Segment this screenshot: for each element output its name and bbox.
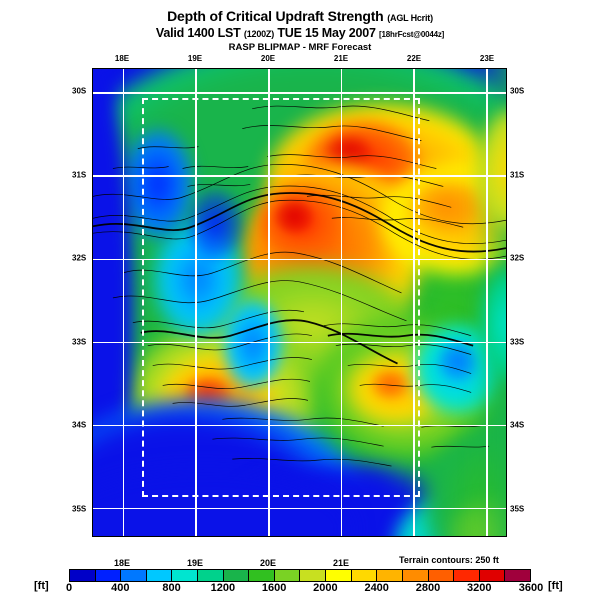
colorbar-tick-1200: 1200 — [210, 582, 236, 594]
axis-label-bottom-18e: 18E — [113, 558, 131, 568]
gridline-lon-23e — [486, 69, 488, 536]
axis-label-left-34s: 34S — [72, 420, 87, 430]
valid-time-local: Valid 1400 LST — [155, 26, 241, 40]
colorbar-tick-0: 0 — [65, 582, 73, 594]
gridline-lat-35s — [93, 507, 506, 510]
colorbar-segment-13 — [402, 570, 429, 581]
axis-label-top-20e: 20E — [260, 54, 276, 63]
field-blob — [371, 369, 409, 399]
axis-label-top-18e: 18E — [114, 54, 130, 63]
axis-label-top-23e: 23E — [479, 54, 495, 63]
axis-label-left-35s: 35S — [72, 504, 87, 514]
colorbar-segment-15 — [454, 570, 480, 581]
colorbar-segment-17 — [505, 570, 530, 581]
field-blob — [223, 299, 283, 389]
colorbar-tick-800: 800 — [162, 582, 181, 594]
colorbar-segment-16 — [479, 570, 506, 581]
colorbar-segment-4 — [172, 570, 199, 581]
colorbar-tick-2400: 2400 — [364, 582, 389, 594]
axis-label-right-30s: 30S — [510, 86, 525, 96]
gridline-lat-32s — [93, 258, 506, 260]
axis-label-bottom-20e: 20E — [259, 558, 277, 568]
axis-label-top-19e: 19E — [187, 54, 203, 63]
colorbar-tick-3200: 3200 — [467, 582, 492, 594]
gridline-lon-18e — [122, 69, 125, 536]
axis-label-bottom-19e: 19E — [186, 558, 204, 568]
updraft-depth-field — [93, 69, 506, 536]
terrain-contour-overlay — [93, 105, 506, 467]
axis-label-right-34s: 34S — [510, 420, 525, 430]
forecast-hour-tag: [18hrFcst@0044z] — [379, 30, 445, 39]
title-sub: (AGL Hcrit) — [387, 13, 433, 23]
forecast-domain-box — [141, 97, 421, 498]
gridline-lat-31s — [93, 175, 506, 177]
map-panel[interactable] — [92, 68, 507, 537]
axis-label-right-31s: 31S — [510, 170, 525, 180]
colorbar-tick-2000: 2000 — [313, 582, 338, 594]
axis-label-top-22e: 22E — [406, 54, 422, 63]
axis-label-right-32s: 32S — [510, 253, 525, 263]
gridline-lon-22e — [413, 69, 415, 536]
colorbar-tick-2800: 2800 — [415, 582, 441, 594]
axis-label-right-35s: 35S — [510, 504, 525, 514]
axis-label-bottom-21e: 21E — [332, 558, 350, 568]
colorbar-tick-400: 400 — [111, 582, 130, 594]
model-source-line: RASP BLIPMAP - MRF Forecast — [228, 42, 372, 53]
gridline-lon-19e — [195, 69, 197, 536]
colorbar-segment-6 — [223, 570, 250, 581]
colorbar-segment-14 — [428, 570, 455, 581]
axis-label-left-32s: 32S — [72, 253, 87, 263]
colorbar-segment-9 — [300, 570, 327, 581]
axis-label-left-31s: 31S — [72, 170, 87, 180]
field-blob — [123, 129, 193, 239]
gridline-lat-33s — [93, 341, 506, 344]
gridline-lat-34s — [93, 424, 506, 427]
colorbar-segment-2 — [121, 570, 147, 581]
colorbar-segment-8 — [274, 570, 301, 581]
title-block: Depth of Critical Updraft Strength (AGL … — [0, 8, 600, 54]
gridline-lon-20e — [268, 69, 270, 536]
field-blob — [326, 135, 371, 169]
axis-label-left-33s: 33S — [72, 337, 87, 347]
field-blob — [438, 341, 478, 381]
valid-time-line: Valid 1400 LST (1200Z) TUE 15 May 2007 [… — [0, 26, 600, 42]
colorbar-segment-12 — [377, 570, 403, 581]
page-title: Depth of Critical Updraft Strength (AGL … — [0, 8, 600, 26]
colorbar-segment-0 — [70, 570, 96, 581]
valid-time-utc: (1200Z) — [243, 29, 275, 39]
colorbar: [ft] [ft] 0 400 800 1200 1600 2000 2400 2800 320… — [0, 566, 600, 600]
gridline-lat-30s — [93, 92, 506, 94]
title-main: Depth of Critical Updraft Strength — [167, 8, 384, 24]
colorbar-segment-1 — [95, 570, 122, 581]
colorbar-segment-11 — [351, 570, 378, 581]
valid-date: TUE 15 May 2007 — [277, 26, 376, 40]
colorbar-tick-1600: 1600 — [261, 582, 287, 594]
axis-label-top-21e: 21E — [333, 54, 349, 63]
axis-label-left-30s: 30S — [72, 86, 87, 96]
colorbar-tick-3600: 3600 — [518, 582, 544, 594]
gridline-lon-21e — [340, 69, 343, 536]
colorbar-segment-3 — [146, 570, 173, 581]
field-blob — [275, 199, 313, 233]
colorbar-unit-right: [ft] — [548, 580, 563, 592]
colorbar-segment-7 — [249, 570, 275, 581]
colorbar-segment-10 — [326, 570, 352, 581]
axis-label-right-33s: 33S — [510, 337, 525, 347]
colorbar-segment-5 — [198, 570, 224, 581]
colorbar-strip — [69, 569, 531, 582]
colorbar-tick-labels: 0 400 800 1200 1600 2000 2400 2800 3200 3600 — [65, 582, 543, 598]
terrain-contour-note: Terrain contours: 250 ft — [399, 555, 499, 565]
colorbar-unit-left: [ft] — [34, 580, 49, 592]
